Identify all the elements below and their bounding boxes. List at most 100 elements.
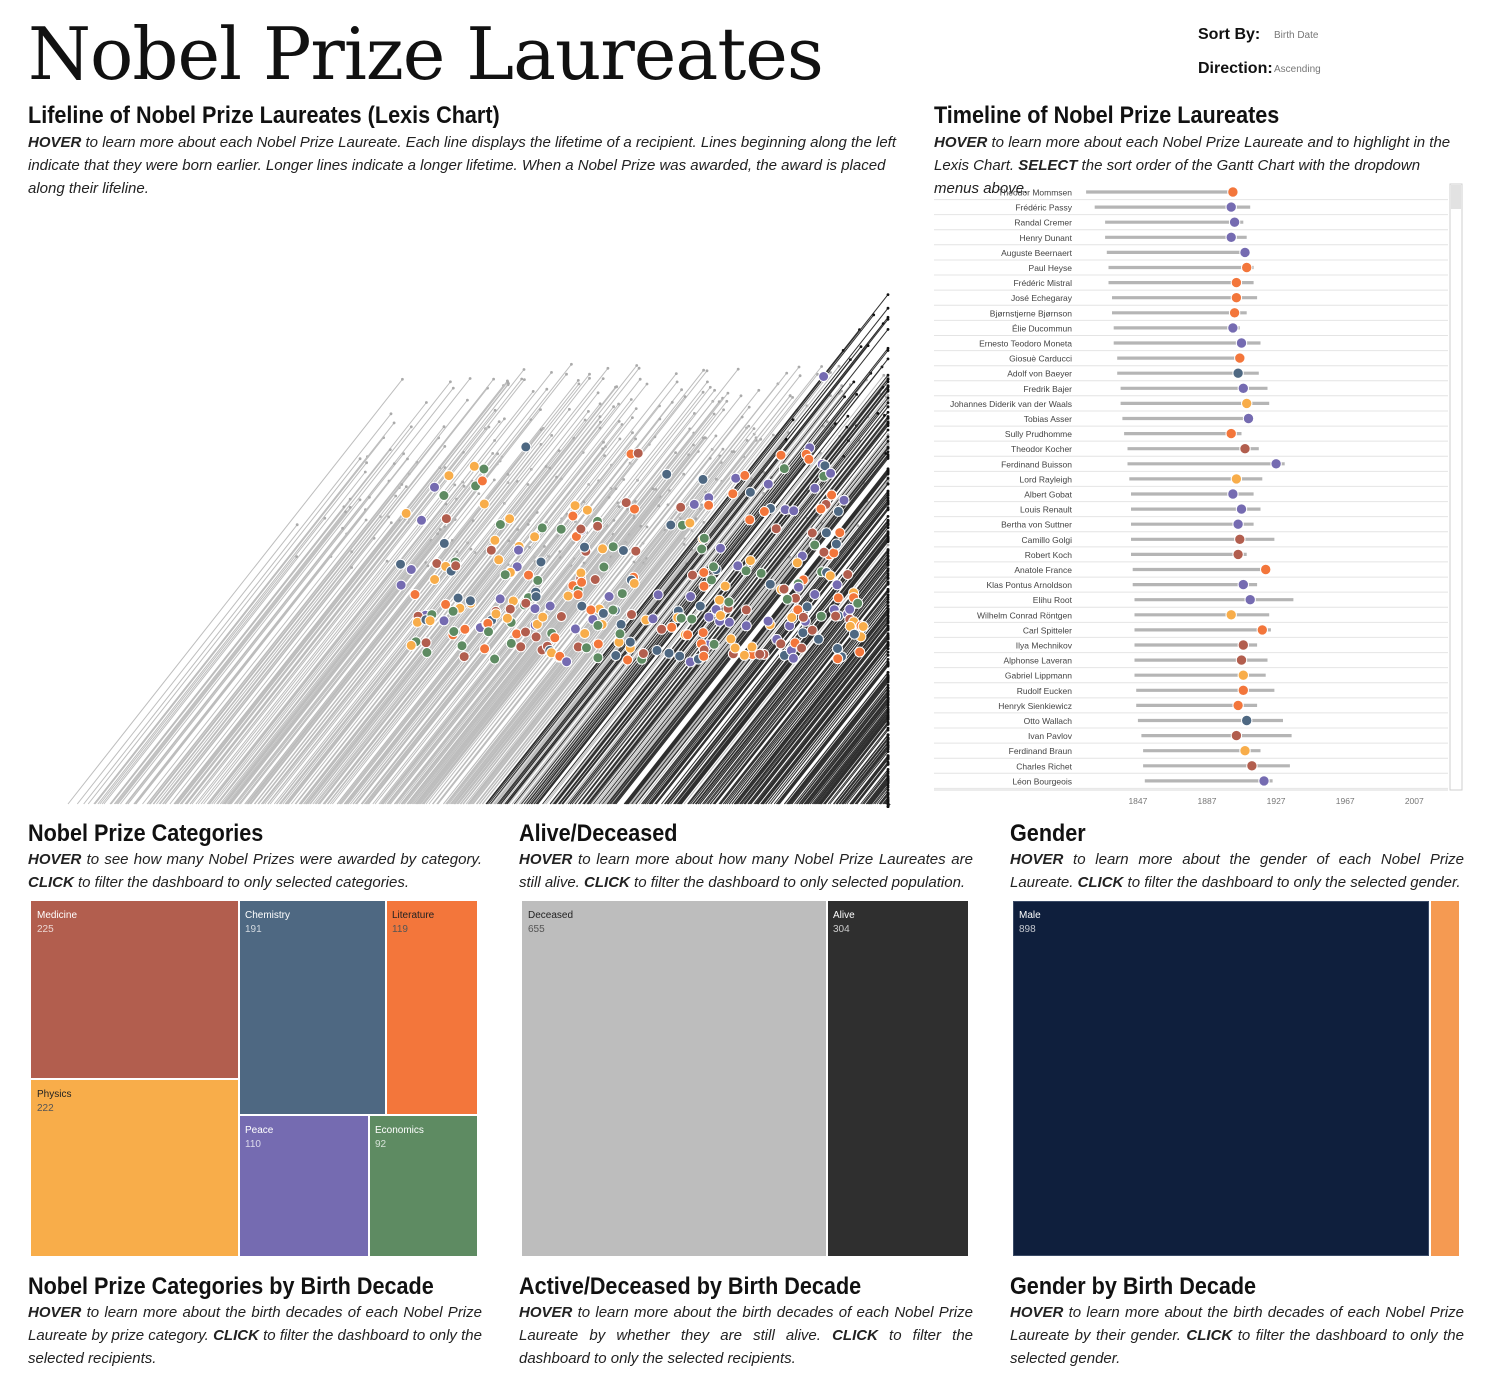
award-marker-literature: [815, 503, 827, 515]
award-marker-medicine: [796, 642, 808, 654]
lifeline-end: [886, 726, 890, 730]
award-marker-literature: [758, 506, 770, 517]
lifeline-end: [886, 401, 890, 405]
gender-treemap[interactable]: Male 898: [1012, 900, 1460, 1257]
lifeline-end: [702, 368, 705, 372]
award-marker-economics: [809, 539, 821, 551]
lifeline: [213, 485, 465, 805]
lifeline: [180, 518, 406, 805]
treemap-cell-deceased[interactable]: Deceased 655: [522, 901, 826, 1256]
treemap-cell-chemistry[interactable]: Chemistry 191: [240, 901, 385, 1114]
timeline-scrollbar-thumb[interactable]: [1451, 185, 1461, 209]
lifeline: [735, 609, 889, 805]
lifeline-end: [503, 417, 506, 421]
lifeline: [103, 471, 366, 805]
award-marker-medicine: [675, 501, 687, 513]
treemap-cell-literature[interactable]: Literature 119: [387, 901, 477, 1114]
treemap-cell-female[interactable]: [1431, 901, 1459, 1256]
timeline-scrollbar[interactable]: [1449, 183, 1463, 791]
lifeline-end: [717, 400, 721, 403]
award-marker-physics: [489, 534, 501, 546]
lifeline: [380, 502, 619, 805]
cell-value: 92: [375, 1139, 387, 1150]
lifeline-end: [657, 504, 661, 508]
lifeline-end: [602, 440, 605, 444]
lifeline-end: [392, 421, 396, 425]
timeline-chart[interactable]: Theodor Mommsen Frédéric Passy Randal Crem…: [934, 182, 1464, 812]
lifeline-end: [886, 587, 890, 591]
alive-treemap[interactable]: Deceased 655 Alive 304: [521, 900, 969, 1257]
lifeline: [737, 612, 889, 805]
cell-value: 222: [37, 1103, 54, 1114]
lifeline: [654, 507, 889, 805]
lifeline-end: [886, 663, 890, 667]
award-marker-peace: [1237, 578, 1249, 591]
award-marker-physics: [405, 639, 417, 651]
treemap-cell-economics[interactable]: Economics 92: [370, 1116, 477, 1256]
lifeline-end: [713, 388, 716, 392]
sort-by-dropdown[interactable]: Birth Date: [1274, 30, 1319, 41]
lifeline: [835, 737, 889, 805]
lifeline-end: [886, 559, 890, 562]
lifeline-end: [886, 671, 890, 674]
award-marker-literature: [1228, 307, 1241, 319]
lifeline-end: [886, 521, 890, 525]
treemap-cell-alive[interactable]: Alive 304: [828, 901, 968, 1256]
direction-control[interactable]: Direction: Ascending: [1198, 60, 1368, 82]
lifeline-end: [493, 408, 497, 412]
lifeline-end: [342, 505, 346, 509]
award-marker-peace: [1235, 337, 1248, 349]
laureate-name: Frédéric Mistral: [1013, 278, 1072, 288]
timeline-row: Louis Renault: [934, 503, 1448, 518]
award-marker-peace: [730, 472, 742, 484]
lifeline: [712, 580, 889, 805]
lifeline: [142, 519, 367, 805]
lifeline: [585, 420, 889, 805]
alive-title: Alive/Deceased: [519, 820, 678, 847]
laureate-name: Adolf von Baeyer: [1007, 369, 1072, 379]
lifeline: [600, 523, 823, 805]
lifeline-end: [544, 465, 548, 468]
lifeline: [116, 507, 351, 805]
treemap-cell-physics[interactable]: Physics 222: [31, 1080, 238, 1256]
categories-treemap[interactable]: Medicine 225 Physics 222 Chemistry 191 L…: [30, 900, 478, 1257]
timeline-row: Sully Prudhomme: [934, 427, 1448, 442]
lifeline-end: [886, 604, 890, 608]
lifeline: [504, 323, 884, 805]
timeline-desc-text-1: to learn more about each Nobel Prize Lau…: [934, 134, 1451, 174]
treemap-cell-male[interactable]: Male 898: [1013, 901, 1429, 1256]
direction-dropdown[interactable]: Ascending: [1274, 64, 1321, 75]
lifeline: [468, 395, 791, 805]
lifeline: [149, 484, 403, 805]
treemap-cell-peace[interactable]: Peace 110: [240, 1116, 368, 1256]
lifeline-end: [886, 515, 890, 518]
lifeline: [264, 367, 609, 805]
cell-label: Medicine: [37, 910, 78, 921]
lifeline-end: [785, 371, 789, 375]
lifeline: [642, 492, 889, 805]
award-marker-literature: [572, 589, 584, 601]
lifeline-end: [747, 424, 751, 428]
lexis-chart[interactable]: [30, 182, 900, 812]
lifeline: [770, 654, 889, 805]
award-marker-medicine: [620, 497, 632, 509]
lifeline-end: [886, 438, 890, 441]
treemap-cell-medicine[interactable]: Medicine 225: [31, 901, 238, 1078]
laureate-name: Henry Dunant: [1020, 233, 1073, 243]
lifeline: [768, 651, 889, 805]
award-marker-peace: [685, 591, 697, 602]
lifeline: [162, 516, 390, 805]
lifeline-end: [886, 763, 890, 766]
sort-by-control[interactable]: Sort By: Birth Date: [1198, 26, 1368, 48]
timeline-row: Léon Bourgeois: [934, 775, 1448, 789]
lifeline: [519, 384, 851, 805]
lifeline-end: [762, 492, 765, 495]
timeline-row: Fredrik Bajer: [934, 382, 1448, 397]
lifeline-end: [487, 425, 491, 429]
lifeline-end: [886, 477, 890, 480]
lifeline: [159, 387, 488, 805]
lifeline: [67, 378, 403, 805]
award-marker-physics: [684, 517, 696, 529]
award-marker-chemistry: [520, 441, 532, 453]
lifeline-end: [784, 437, 788, 441]
